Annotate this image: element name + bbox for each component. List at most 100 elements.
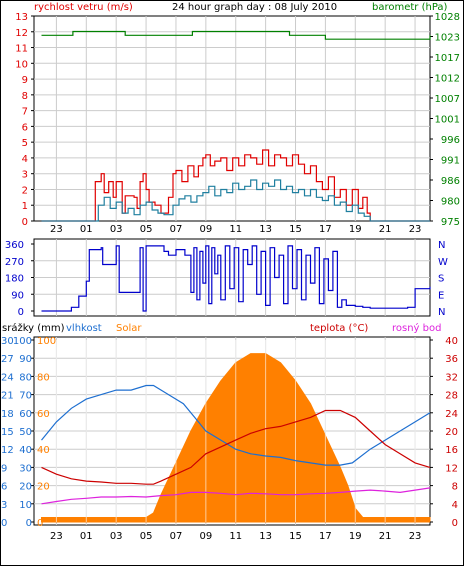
wind-tick-label: 2 (22, 185, 28, 196)
temperature-series (41, 340, 431, 523)
compass-tick-label: N (438, 307, 445, 318)
barometer-label: barometr (hPa) (372, 2, 448, 13)
rain-tick-label: 3 (1, 500, 7, 511)
baro-tick-label: 1028 (435, 12, 460, 23)
wind-tick-label: 8 (22, 91, 28, 102)
temperature-tick-label: 24 (445, 409, 458, 420)
baro-tick-label: 975 (441, 217, 460, 228)
wind-baro-series (41, 30, 431, 222)
x-tick-label: 15 (289, 531, 302, 542)
x-tick-label: 11 (229, 224, 242, 235)
x-tick-label: 15 (289, 224, 302, 235)
humidity-tick-label: 60 (19, 409, 32, 420)
solar-tick-label: 20 (37, 482, 50, 493)
wind-baro-frame (33, 15, 431, 222)
humidity-tick-label: 90 (19, 354, 32, 365)
x-tick-label: 21 (379, 531, 392, 542)
direction-tick-label: 0 (18, 307, 24, 318)
rain-tick-label: 27 (1, 354, 14, 365)
x-tick-label: 05 (140, 531, 153, 542)
x-tick-label: 13 (259, 531, 272, 542)
wind-tick-label: 10 (15, 59, 28, 70)
wind-direction-line (41, 245, 431, 312)
wind-tick-label: 4 (22, 154, 28, 165)
dewpoint-line (41, 487, 431, 505)
temperature-tick-label: 16 (445, 445, 458, 456)
temperature-tick-label: 32 (445, 372, 458, 383)
x-tick-label: 01 (80, 531, 93, 542)
x-tick-label: 01 (80, 224, 93, 235)
compass-tick-label: W (438, 257, 448, 268)
wind-tick-label: 7 (22, 107, 28, 118)
baro-tick-label: 1017 (435, 53, 460, 64)
temperature-label: teplota (°C) (310, 323, 368, 334)
baro-tick-label: 986 (441, 176, 460, 187)
x-tick-label: 05 (140, 224, 153, 235)
compass-tick-label: E (438, 290, 444, 301)
direction-degree-ticks: 0 90 180 270 360 (5, 240, 34, 318)
temperature-tick-label: 20 (445, 427, 458, 438)
direction-series (41, 245, 431, 312)
temperature-tick-label: 28 (445, 391, 458, 402)
rain-tick-label: 6 (1, 482, 7, 493)
x-tick-label: 23 (50, 531, 63, 542)
wind-tick-label: 11 (15, 44, 28, 55)
baro-tick-label: 1012 (435, 74, 460, 85)
direction-tick-label: 180 (5, 274, 24, 285)
humidity-tick-label: 40 (19, 445, 32, 456)
solar-label: Solar (116, 323, 142, 334)
humidity-tick-label: 100 (13, 336, 32, 347)
rain-tick-label: 21 (1, 391, 14, 402)
direction-tick-label: 360 (5, 240, 24, 251)
x-tick-label: 23 (409, 531, 422, 542)
humidity-label: vlhkost (66, 323, 102, 334)
baro-tick-label: 980 (441, 197, 460, 208)
pressure-line (41, 30, 431, 40)
wind-tick-label: 13 (15, 12, 28, 23)
temperature-tick-label: 12 (445, 463, 458, 474)
wind-tick-label: 5 (22, 138, 28, 149)
x-tick-label: 19 (349, 531, 362, 542)
temperature-x-ticks: 23 01 03 05 07 09 11 13 15 17 19 21 23 (50, 531, 421, 542)
x-tick-label: 13 (259, 224, 272, 235)
x-tick-label: 07 (170, 224, 183, 235)
baro-tick-label: 1001 (435, 115, 460, 126)
x-tick-label: 11 (229, 531, 242, 542)
temperature-axis-ticks: 0369121518212427300102030405060708090100… (1, 336, 458, 529)
solar-tick-label: 100 (37, 336, 56, 347)
x-tick-label: 09 (199, 531, 212, 542)
humidity-tick-label: 0 (26, 518, 32, 529)
rain-tick-label: 12 (1, 445, 14, 456)
wind-tick-label: 12 (15, 28, 28, 39)
baro-tick-label: 1007 (435, 94, 460, 105)
solar-tick-label: 40 (37, 445, 50, 456)
humidity-tick-label: 50 (19, 427, 32, 438)
x-tick-label: 17 (319, 224, 332, 235)
x-tick-label: 21 (379, 224, 392, 235)
solar-tick-label: 80 (37, 372, 50, 383)
x-tick-label: 09 (199, 224, 212, 235)
baro-tick-label: 991 (441, 156, 460, 167)
humidity-tick-label: 20 (19, 482, 32, 493)
wind-gust-line (41, 149, 430, 222)
direction-tick-label: 90 (11, 290, 24, 301)
wind-tick-label: 1 (22, 201, 28, 212)
temperature-tick-label: 40 (445, 336, 458, 347)
temperature-tick-label: 36 (445, 354, 458, 365)
rain-tick-label: 18 (1, 409, 14, 420)
x-tick-label: 19 (349, 224, 362, 235)
temperature-tick-label: 8 (452, 482, 458, 493)
x-tick-label: 23 (50, 224, 63, 235)
compass-tick-label: N (438, 240, 445, 251)
wind-tick-label: 9 (22, 75, 28, 86)
humidity-tick-label: 10 (19, 500, 32, 511)
rain-tick-label: 30 (1, 336, 14, 347)
direction-tick-label: 270 (5, 257, 24, 268)
barometer-ticks: 975 980 986 991 996 1001 1007 1012 1017 1023 1028 (430, 12, 460, 228)
temperature-tick-label: 4 (452, 500, 458, 511)
x-tick-label: 07 (170, 531, 183, 542)
chart-title: 24 hour graph day : 08 July 2010 (172, 2, 337, 13)
